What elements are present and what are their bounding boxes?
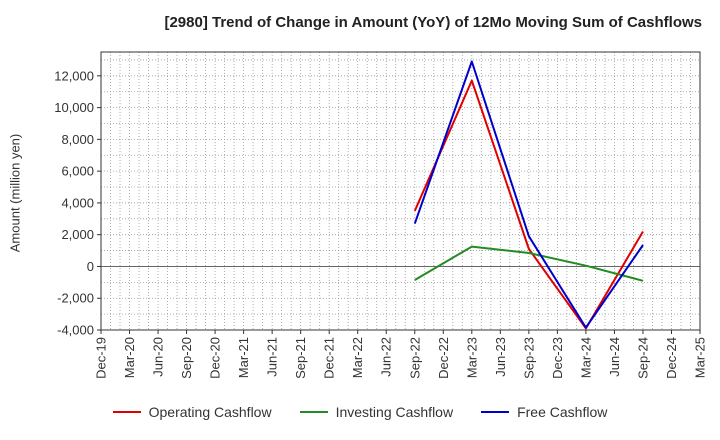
legend-swatch-free (481, 411, 510, 413)
x-tick-label: Mar-25 (693, 337, 708, 378)
legend-label-operating: Operating Cashflow (148, 404, 272, 420)
y-tick-label: -2,000 (57, 291, 94, 306)
y-tick-label: 4,000 (61, 195, 94, 210)
series-line-investing-cashflow (414, 245, 644, 282)
x-tick-label: Sep-20 (179, 337, 194, 379)
legend-label-free: Free Cashflow (517, 404, 608, 420)
x-tick-label: Dec-22 (436, 337, 451, 379)
axes: -4,000 -2,000 0 2,000 4,000 6,000 8,000 10,000 1… (54, 51, 708, 379)
grid (100, 52, 701, 331)
y-tick-label: 0 (87, 259, 94, 274)
x-tick-label: Jun-23 (493, 337, 508, 377)
x-tick-label: Mar-21 (236, 337, 251, 378)
x-tick-label: Jun-21 (265, 337, 280, 377)
x-tick-label: Sep-22 (407, 337, 422, 379)
legend-item-operating: Operating Cashflow (112, 404, 272, 420)
y-tick-label: 12,000 (54, 68, 94, 83)
legend-label-investing: Investing Cashflow (335, 404, 454, 420)
x-tick-label: Mar-24 (578, 337, 593, 378)
x-tick-label: Sep-23 (521, 337, 536, 379)
x-tick-label: Jun-20 (151, 337, 166, 377)
legend: Operating Cashflow Investing Cashflow Fr… (0, 404, 720, 420)
plot-frame (100, 51, 701, 331)
x-tick-label: Sep-21 (293, 337, 308, 379)
x-tick-label: Dec-24 (664, 337, 679, 379)
legend-item-investing: Investing Cashflow (299, 404, 454, 420)
series-line-operating-cashflow (413, 79, 644, 330)
x-tick-label: Mar-22 (350, 337, 365, 378)
x-tick-label: Mar-20 (122, 337, 137, 378)
legend-item-free: Free Cashflow (481, 404, 607, 420)
y-tick-label: 8,000 (61, 132, 94, 147)
series-lines (413, 60, 644, 330)
legend-swatch-operating (112, 411, 141, 413)
x-tick-label: Jun-22 (379, 337, 394, 377)
legend-swatch-investing (299, 411, 328, 413)
x-tick-label: Sep-24 (635, 337, 650, 379)
x-tick-label: Dec-19 (94, 337, 109, 379)
x-tick-label: Dec-23 (550, 337, 565, 379)
x-tick-label: Dec-20 (208, 337, 223, 379)
x-tick-label: Mar-23 (464, 337, 479, 378)
x-tick-label: Jun-24 (607, 337, 622, 377)
y-tick-label: 6,000 (61, 164, 94, 179)
x-tick-label: Dec-21 (322, 337, 337, 379)
chart-title: [2980] Trend of Change in Amount (YoY) o… (164, 14, 702, 31)
y-tick-label: 2,000 (61, 227, 94, 242)
series-line-free-cashflow (413, 60, 644, 329)
y-tick-label: 10,000 (54, 100, 94, 115)
y-tick-label: -4,000 (57, 323, 94, 338)
